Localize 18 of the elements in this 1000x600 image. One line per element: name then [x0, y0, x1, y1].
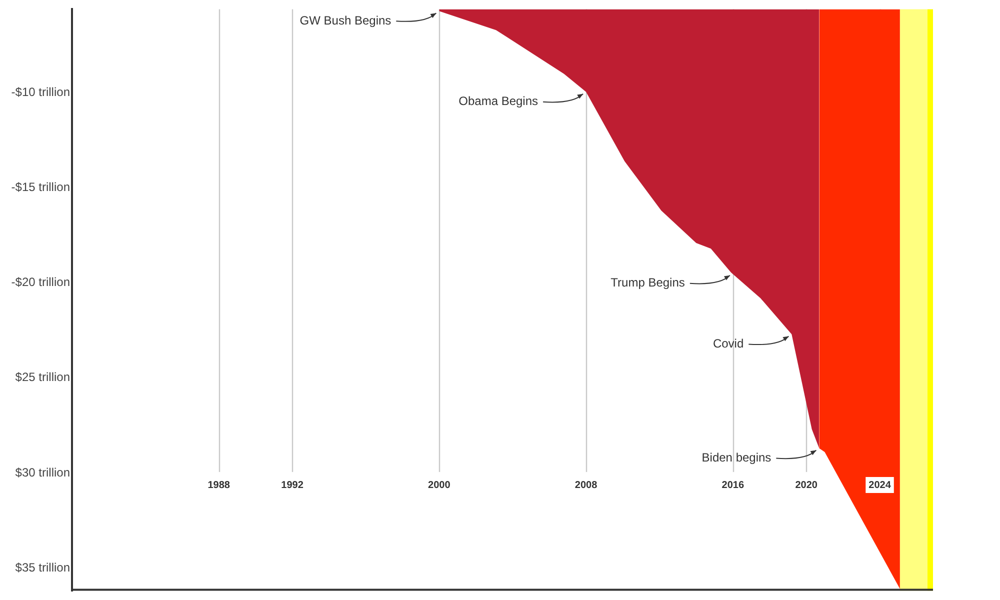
x-tick-label: 2016: [722, 480, 744, 491]
y-tick-label: -$20 trillion: [11, 275, 70, 290]
y-tick-label: $30 trillion: [15, 465, 70, 480]
x-tick-label: 2024: [868, 480, 892, 491]
y-tick-label: -$10 trillion: [11, 85, 70, 100]
x-tick-label: 2020: [795, 480, 818, 491]
annotation: Obama Begins: [458, 94, 538, 108]
annotation: Covid: [712, 336, 744, 351]
x-tick-label: 2000: [428, 480, 451, 491]
x-tick-label: 1992: [281, 480, 304, 491]
annotation: GW Bush Begins: [300, 13, 392, 28]
x-tick-label: 2008: [574, 480, 598, 491]
y-tick-label: $25 trillion: [15, 370, 70, 384]
annotation: Biden begins: [702, 450, 772, 465]
x-tick-label: 1988: [208, 480, 230, 491]
y-tick-label: $35 trillion: [15, 560, 70, 574]
y-tick-label: -$15 trillion: [11, 180, 70, 194]
annotation: Trump Begins: [610, 276, 685, 290]
